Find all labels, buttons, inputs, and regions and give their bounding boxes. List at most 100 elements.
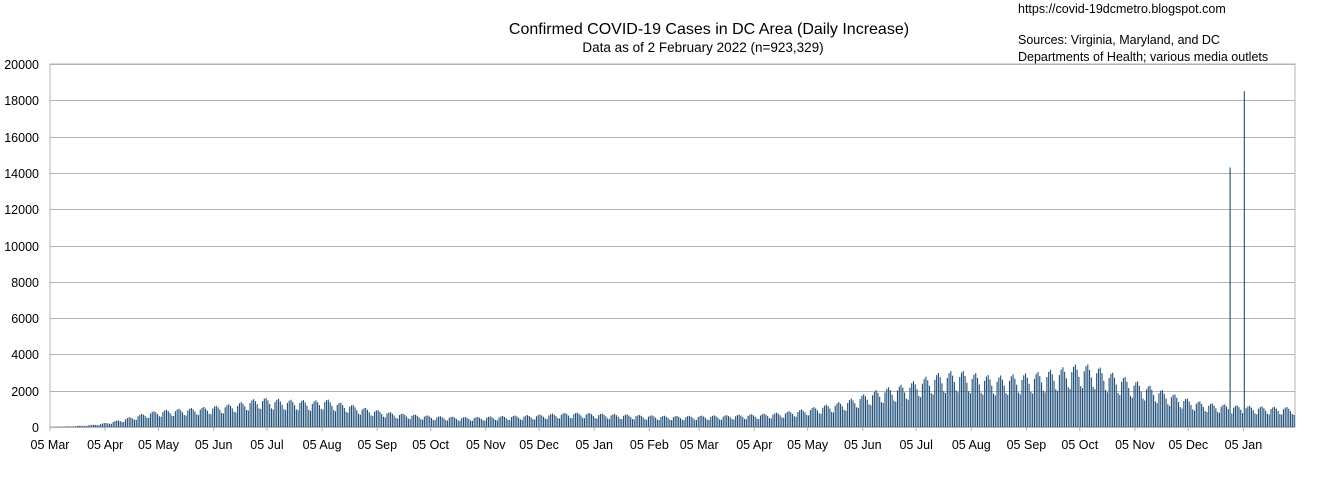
- daily-bar: [123, 421, 125, 427]
- daily-bar: [359, 414, 361, 427]
- chart-subtitle: Data as of 2 February 2022 (n=923,329): [582, 40, 824, 55]
- daily-bar: [1014, 378, 1016, 427]
- daily-bar: [459, 420, 461, 427]
- daily-bar: [390, 412, 392, 427]
- daily-bar: [996, 381, 998, 427]
- daily-bar: [525, 415, 527, 427]
- daily-bar: [703, 416, 705, 427]
- daily-bar: [555, 416, 557, 427]
- daily-bar: [594, 418, 596, 427]
- daily-bar: [952, 375, 954, 427]
- daily-bar: [1099, 367, 1101, 427]
- daily-bar: [1033, 378, 1035, 427]
- daily-bar: [918, 395, 920, 427]
- daily-bar: [1126, 381, 1128, 427]
- daily-bar: [1197, 402, 1199, 427]
- daily-bar: [1247, 406, 1249, 427]
- daily-bar: [365, 408, 367, 427]
- daily-bar: [713, 415, 715, 427]
- daily-bar: [1185, 399, 1187, 427]
- daily-bar: [596, 418, 598, 427]
- daily-bar: [265, 397, 267, 427]
- daily-bar: [1003, 385, 1005, 427]
- daily-bar: [318, 405, 320, 427]
- daily-bar: [1252, 410, 1254, 427]
- daily-bar: [340, 402, 342, 427]
- daily-bar: [1245, 408, 1247, 427]
- daily-bar: [1048, 371, 1050, 427]
- daily-bar: [790, 412, 792, 427]
- daily-bar: [683, 420, 685, 427]
- daily-bar: [1060, 369, 1062, 427]
- daily-bar: [125, 419, 127, 427]
- daily-bar: [422, 419, 424, 427]
- daily-bar: [647, 416, 650, 427]
- daily-bar: [87, 425, 89, 427]
- daily-bar: [635, 416, 637, 427]
- daily-bar: [891, 394, 893, 427]
- daily-bar: [662, 416, 664, 427]
- daily-bar: [930, 393, 932, 427]
- daily-bar: [624, 414, 626, 427]
- daily-bar: [783, 417, 785, 427]
- daily-bar: [1234, 406, 1236, 427]
- daily-bar: [137, 416, 139, 427]
- daily-bar: [301, 400, 303, 427]
- daily-bar: [141, 413, 143, 427]
- daily-bar: [185, 415, 187, 427]
- daily-bar: [71, 426, 73, 427]
- daily-bar: [1209, 403, 1212, 427]
- daily-bar: [462, 417, 465, 427]
- daily-bar: [811, 408, 813, 427]
- daily-bar: [423, 416, 425, 427]
- daily-bar: [116, 420, 118, 427]
- daily-bar: [690, 416, 692, 427]
- daily-bar: [1131, 397, 1133, 427]
- daily-bar: [505, 418, 507, 427]
- daily-bar: [100, 424, 102, 427]
- daily-bar: [112, 422, 114, 427]
- daily-bar: [279, 401, 281, 427]
- daily-bar: [1117, 392, 1119, 427]
- daily-bar: [306, 405, 308, 427]
- daily-bar: [1181, 408, 1183, 427]
- daily-bar: [886, 388, 888, 427]
- daily-bar: [1211, 403, 1213, 427]
- daily-bar: [1179, 407, 1181, 427]
- daily-bar: [1263, 408, 1265, 427]
- x-tick-label: 05 Jan: [1225, 438, 1263, 452]
- daily-bar: [1268, 414, 1270, 427]
- daily-bar: [587, 413, 589, 427]
- plot-area: [49, 63, 1296, 428]
- daily-bar: [276, 399, 278, 427]
- daily-bar: [418, 417, 420, 427]
- daily-bar: [735, 416, 737, 427]
- daily-bar: [1156, 403, 1158, 427]
- daily-bar: [176, 409, 178, 427]
- daily-bar: [98, 425, 100, 427]
- daily-bar: [943, 391, 945, 427]
- daily-bar: [493, 418, 495, 427]
- daily-bar: [1160, 390, 1162, 427]
- daily-bar: [665, 416, 667, 427]
- daily-bar: [813, 407, 815, 427]
- daily-bar: [1284, 407, 1286, 427]
- daily-bar: [1039, 376, 1041, 427]
- daily-bar: [295, 409, 297, 427]
- daily-bar: [623, 415, 625, 427]
- daily-bar: [825, 404, 827, 427]
- daily-bar: [1215, 408, 1217, 427]
- daily-bar: [646, 419, 648, 427]
- daily-bar: [644, 419, 646, 427]
- daily-bar: [372, 416, 374, 427]
- daily-bar: [669, 419, 671, 427]
- x-tick-label: 05 Nov: [1115, 438, 1155, 452]
- daily-bar: [173, 416, 175, 427]
- daily-bar: [1192, 409, 1194, 427]
- daily-bar: [836, 403, 838, 427]
- daily-bar: [206, 410, 208, 427]
- daily-bar: [194, 411, 196, 427]
- daily-bar: [532, 419, 534, 427]
- daily-bar: [777, 413, 779, 427]
- daily-bar: [585, 414, 587, 427]
